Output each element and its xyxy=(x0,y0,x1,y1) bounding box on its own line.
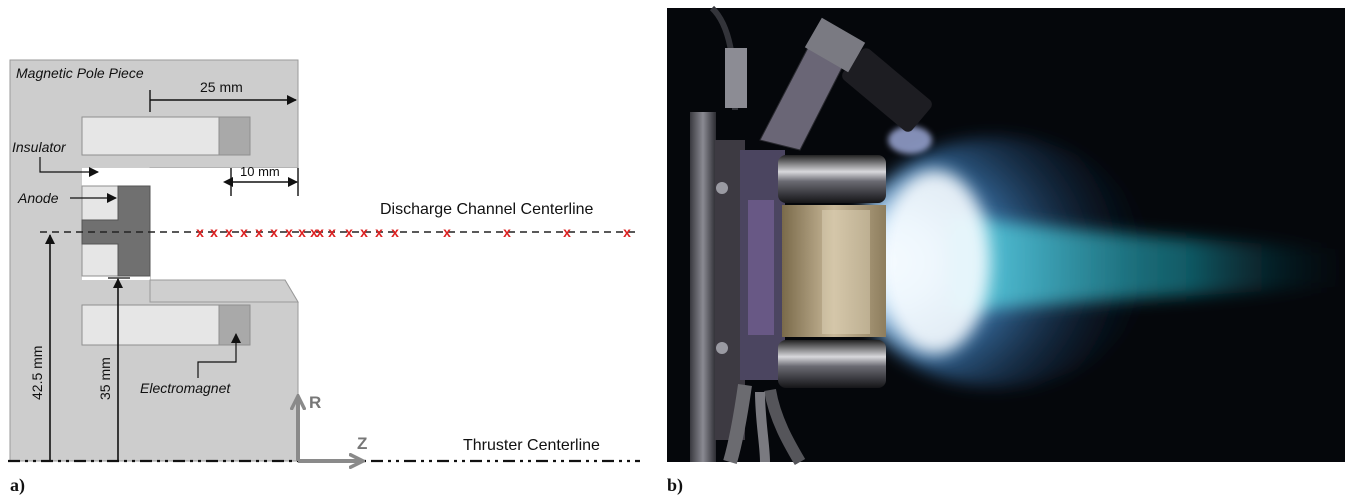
z-axis-label: Z xyxy=(357,434,367,453)
probe-marker: x xyxy=(196,224,204,240)
lower-electromagnet xyxy=(218,304,251,346)
dim-label-35mm: 35 mm xyxy=(97,357,113,400)
probe-marker: x xyxy=(225,224,233,240)
face-highlight xyxy=(822,210,870,334)
upper-magnet-cylinder xyxy=(778,155,886,203)
lower-magnet-cylinder xyxy=(778,340,886,388)
label-thruster-centerline: Thruster Centerline xyxy=(463,437,600,454)
dim-label-25mm: 25 mm xyxy=(200,79,243,95)
cathode xyxy=(842,48,932,132)
probe-marker: x xyxy=(623,224,631,240)
iridescent-ring xyxy=(748,200,774,335)
lower-insulator xyxy=(81,304,220,346)
label-anode: Anode xyxy=(17,190,59,206)
cable-bottom-2 xyxy=(764,388,806,466)
mounting-plate xyxy=(690,112,716,462)
label-discharge-channel-centerline: Discharge Channel Centerline xyxy=(380,201,594,218)
cable-bottom-3 xyxy=(755,391,770,463)
upper-electromagnet xyxy=(218,116,251,156)
probe-marker: x xyxy=(316,224,324,240)
probe-marker: x xyxy=(328,224,336,240)
probe-marker: x xyxy=(360,224,368,240)
electromagnet-leader xyxy=(197,333,241,378)
probe-markers: x x x x x x x x xx x x x x x x x x x xyxy=(196,224,631,240)
insulator-leader xyxy=(39,157,99,177)
upper-insulator xyxy=(81,116,220,156)
dim-label-10mm: 10 mm xyxy=(240,164,280,179)
dim-label-42-5mm: 42.5 mm xyxy=(29,346,45,400)
cable-bottom-1 xyxy=(723,384,752,464)
panel-a-schematic: x x x x x x x x xx x x x x x x x x x 25 mm 10 mm 42.5 mm … xyxy=(8,59,640,496)
probe-marker: x xyxy=(285,224,293,240)
probe-marker: x xyxy=(270,224,278,240)
channel-bevel xyxy=(149,279,299,303)
bolt xyxy=(716,342,728,354)
panel-b-thruster-photo: b) xyxy=(667,5,1345,496)
probe-marker: x xyxy=(503,224,511,240)
probe-marker: x xyxy=(298,224,306,240)
connector xyxy=(725,48,747,108)
probe-marker: x xyxy=(443,224,451,240)
probe-marker: x xyxy=(310,224,318,240)
r-axis-label: R xyxy=(309,393,321,412)
label-insulator: Insulator xyxy=(12,139,67,155)
probe-marker: x xyxy=(391,224,399,240)
probe-marker: x xyxy=(255,224,263,240)
panel-a-tag: a) xyxy=(10,475,25,496)
probe-marker: x xyxy=(375,224,383,240)
plasma-plume xyxy=(850,126,1345,387)
probe-marker: x xyxy=(345,224,353,240)
probe-marker: x xyxy=(210,224,218,240)
label-electromagnet: Electromagnet xyxy=(140,380,231,396)
cathode-housing xyxy=(804,17,866,73)
probe-marker: x xyxy=(563,224,571,240)
bolt xyxy=(716,182,728,194)
thruster-face xyxy=(782,205,886,337)
probe-marker: x xyxy=(240,224,248,240)
panel-b-tag: b) xyxy=(667,475,683,496)
anode xyxy=(81,185,151,277)
label-magnetic-pole-piece: Magnetic Pole Piece xyxy=(16,65,144,81)
